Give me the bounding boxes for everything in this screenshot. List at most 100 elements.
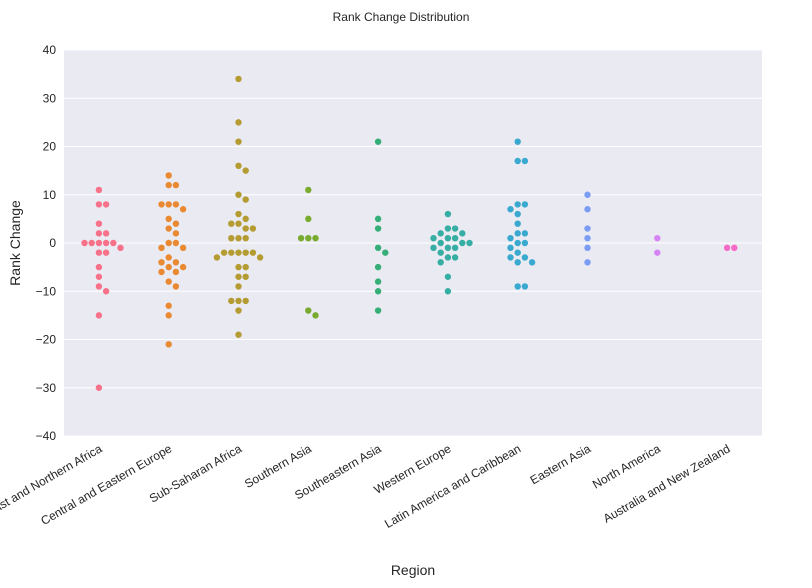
data-point xyxy=(521,283,529,290)
data-point xyxy=(81,239,88,247)
data-point xyxy=(228,297,235,305)
data-point xyxy=(95,263,103,271)
data-point xyxy=(444,234,452,242)
data-point xyxy=(584,225,591,232)
data-point xyxy=(444,210,452,218)
data-point xyxy=(430,244,437,252)
y-tick-label: −10 xyxy=(36,284,57,298)
data-point xyxy=(172,283,180,290)
data-point xyxy=(95,239,103,247)
data-point xyxy=(451,254,459,261)
data-point xyxy=(102,230,110,237)
data-point xyxy=(179,206,187,213)
data-point xyxy=(374,244,382,252)
data-point xyxy=(228,249,235,256)
data-point xyxy=(102,201,110,208)
data-point xyxy=(374,288,382,295)
data-point xyxy=(451,225,459,232)
data-point xyxy=(374,278,382,285)
data-point xyxy=(654,234,661,242)
data-point xyxy=(179,263,187,271)
data-point xyxy=(102,288,110,295)
data-point xyxy=(507,234,514,242)
data-point xyxy=(374,263,382,271)
data-point xyxy=(584,244,591,252)
data-point xyxy=(165,172,172,179)
data-point xyxy=(242,196,249,203)
y-tick-labels: −40 −30 −20 −10 0 10 20 30 40 xyxy=(36,43,57,443)
data-point xyxy=(444,288,452,295)
data-point xyxy=(165,341,172,348)
data-point xyxy=(235,249,242,256)
data-point xyxy=(654,249,661,256)
y-tick-label: 10 xyxy=(43,188,57,202)
data-point xyxy=(165,225,172,232)
data-point xyxy=(514,201,521,208)
data-point xyxy=(444,254,452,261)
data-point xyxy=(249,225,257,232)
data-point xyxy=(165,201,172,208)
data-point xyxy=(235,273,242,280)
data-point xyxy=(235,119,242,126)
data-point xyxy=(220,249,228,256)
data-point xyxy=(297,234,305,242)
data-point xyxy=(213,254,221,261)
data-point xyxy=(95,186,103,194)
data-point xyxy=(95,230,103,237)
data-point xyxy=(305,234,312,242)
data-point xyxy=(305,186,312,194)
data-point xyxy=(165,239,172,247)
data-point xyxy=(242,263,249,271)
x-axis-label: Region xyxy=(391,562,435,578)
gridlines xyxy=(64,49,762,437)
data-point xyxy=(242,234,249,242)
data-point xyxy=(514,210,521,218)
data-point xyxy=(235,297,242,305)
data-point xyxy=(451,234,459,242)
data-point xyxy=(235,307,242,314)
data-point xyxy=(521,254,529,261)
data-point xyxy=(514,249,521,256)
data-point xyxy=(165,312,172,319)
data-point xyxy=(528,259,536,266)
data-point xyxy=(374,215,382,223)
data-point xyxy=(110,239,117,247)
y-tick-label: 40 xyxy=(43,43,57,57)
data-point xyxy=(235,138,242,145)
data-points xyxy=(81,75,738,391)
data-point xyxy=(242,297,249,305)
chart-title: Rank Change Distribution xyxy=(333,10,470,24)
data-point xyxy=(444,225,452,232)
data-point xyxy=(158,259,165,266)
data-point xyxy=(95,220,103,227)
data-point xyxy=(514,138,521,145)
data-point xyxy=(242,215,249,223)
data-point xyxy=(88,239,95,247)
data-point xyxy=(165,278,172,285)
data-point xyxy=(172,259,180,266)
data-point xyxy=(437,239,444,247)
data-point xyxy=(584,259,591,266)
data-point xyxy=(165,302,172,309)
data-point xyxy=(249,249,257,256)
data-point xyxy=(521,201,529,208)
data-point xyxy=(521,157,529,165)
data-point xyxy=(158,244,165,252)
data-point xyxy=(459,230,466,237)
data-point xyxy=(165,215,172,223)
x-tick-label: Australia and New Zealand xyxy=(601,441,733,525)
data-point xyxy=(466,239,473,247)
data-point xyxy=(95,312,103,319)
data-point xyxy=(584,206,591,213)
data-point xyxy=(228,220,235,227)
data-point xyxy=(165,254,172,261)
y-tick-label: −30 xyxy=(36,381,57,395)
x-tick-label: Eastern Asia xyxy=(528,441,594,487)
data-point xyxy=(102,249,110,256)
data-point xyxy=(95,201,103,208)
data-point xyxy=(444,244,452,252)
data-point xyxy=(444,273,452,280)
data-point xyxy=(179,244,187,252)
